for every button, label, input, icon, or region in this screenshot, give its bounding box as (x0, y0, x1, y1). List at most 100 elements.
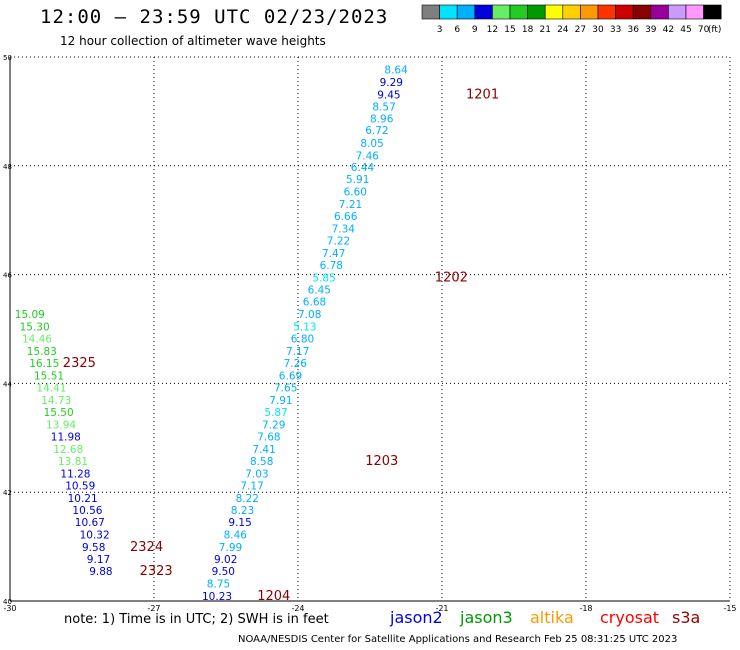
footer-note: note: 1) Time is in UTC; 2) SWH is in fe… (64, 612, 329, 627)
legend-cryosat: cryosat (600, 608, 660, 627)
time-label: 1202 (435, 271, 468, 286)
x-tick-label: -15 (723, 604, 736, 613)
wave-height-label: 16.15 (29, 358, 59, 370)
time-label: 1203 (365, 454, 398, 469)
wave-height-label: 7.68 (257, 432, 280, 444)
time-label: 1201 (466, 87, 499, 102)
y-tick-label: 46 (3, 272, 12, 280)
color-scale-label: 12 (487, 25, 498, 35)
wave-height-label: 8.96 (370, 113, 394, 125)
wave-height-label: 9.15 (228, 517, 251, 529)
wave-height-label: 8.57 (372, 101, 395, 113)
y-tick-label: 40 (3, 598, 12, 606)
wave-height-label: 7.65 (274, 383, 297, 395)
wave-height-label: 7.17 (286, 346, 309, 358)
wave-height-label: 7.91 (269, 395, 292, 407)
wave-height-label: 11.98 (51, 432, 81, 444)
color-scale-label: 18 (522, 25, 534, 35)
wave-height-label: 7.34 (332, 224, 356, 236)
wave-height-label: 13.94 (46, 420, 76, 432)
wave-height-label: 6.72 (365, 125, 388, 137)
wave-height-label: 5.87 (264, 407, 287, 419)
wave-height-label: 10.21 (68, 493, 98, 505)
x-tick-label: -27 (147, 604, 160, 613)
wave-height-label: 8.46 (224, 529, 248, 541)
wave-height-label: 9.29 (380, 77, 403, 89)
wave-height-label: 10.32 (80, 529, 110, 541)
wave-height-label: 15.09 (15, 309, 45, 321)
color-scale-legend: 3 6 9 12 15 18 21 24 27 30 33 36 39 42 45 70(ft) (421, 4, 722, 35)
y-tick-label: 50 (3, 54, 12, 62)
time-label: 2324 (130, 540, 163, 555)
wave-height-label: 15.83 (27, 346, 57, 358)
legend-jason2: jason2 (390, 608, 443, 627)
wave-height-label: 7.41 (252, 444, 275, 456)
wave-height-label: 6.44 (351, 162, 375, 174)
legend-altika: altika (530, 608, 574, 627)
wave-height-label: 5.85 (312, 273, 335, 285)
wave-height-label: 7.03 (245, 469, 268, 481)
color-scale-label: 39 (645, 25, 657, 35)
wave-height-label: 6.68 (303, 297, 326, 309)
wave-height-label: 13.81 (58, 456, 88, 468)
wave-height-label: 10.56 (72, 505, 102, 517)
color-scale-label: 33 (610, 25, 621, 35)
color-scale-label: 9 (472, 25, 478, 35)
wave-height-label: 14.46 (22, 334, 52, 346)
wave-height-label: 6.69 (279, 371, 302, 383)
color-scale-label: 42 (663, 25, 674, 35)
wave-height-label: 7.17 (240, 480, 263, 492)
wave-height-label: 10.23 (202, 591, 232, 603)
x-tick-label: -30 (3, 604, 16, 613)
wave-height-label: 8.64 (384, 64, 408, 76)
x-tick-label: -21 (435, 604, 448, 613)
y-tick-label: 44 (3, 380, 12, 388)
wave-height-label: 6.66 (334, 211, 358, 223)
wave-height-label: 12.68 (53, 444, 83, 456)
time-label: 2325 (63, 356, 96, 371)
wave-height-label: 10.67 (75, 517, 105, 529)
y-tick-label: 42 (3, 489, 12, 497)
wave-height-label: 6.80 (291, 334, 314, 346)
wave-height-label: 7.46 (356, 150, 380, 162)
wave-height-label: 9.50 (212, 566, 235, 578)
wave-height-label: 8.22 (236, 493, 259, 505)
wave-height-label: 14.73 (41, 395, 71, 407)
wave-height-label: 9.58 (82, 542, 105, 554)
wave-height-label: 8.58 (250, 456, 273, 468)
legend-s3a: s3a (672, 608, 701, 627)
wave-height-label: 14.41 (36, 383, 66, 395)
wave-height-label: 5.91 (346, 174, 369, 186)
wave-height-label: 7.99 (219, 542, 242, 554)
color-scale-label: 30 (592, 25, 604, 35)
color-scale-label: 15 (504, 25, 515, 35)
wave-height-label: 11.28 (60, 469, 90, 481)
footer-credit: NOAA/NESDIS Center for Satellite Applica… (238, 634, 678, 645)
color-scale-unit: (ft) (708, 25, 722, 35)
wave-height-label: 7.08 (298, 309, 321, 321)
color-scale-label: 3 (437, 25, 443, 35)
color-scale-label: 36 (627, 25, 639, 35)
wave-height-label: 5.13 (293, 322, 316, 334)
x-tick-label: -18 (579, 604, 592, 613)
wave-height-label: 7.26 (284, 358, 308, 370)
wave-height-label: 9.02 (214, 554, 237, 566)
y-tick-label: 48 (3, 163, 12, 171)
wave-height-label: 7.21 (339, 199, 362, 211)
wave-height-label: 15.51 (34, 371, 64, 383)
wave-height-label: 15.30 (20, 322, 50, 334)
wave-height-label: 7.22 (327, 236, 350, 248)
color-scale-label: 45 (680, 25, 691, 35)
wave-height-label: 8.05 (360, 138, 383, 150)
wave-height-label: 7.47 (322, 248, 345, 260)
wave-height-label: 9.17 (87, 554, 110, 566)
wave-height-label: 6.45 (308, 285, 331, 297)
color-scale-label: 24 (557, 25, 569, 35)
wave-height-label: 15.50 (44, 407, 74, 419)
color-scale-label: 6 (454, 25, 460, 35)
time-label: 2323 (140, 564, 173, 579)
wave-height-label: 10.59 (65, 480, 95, 492)
color-scale-label: 27 (575, 25, 586, 35)
time-label: 1204 (257, 589, 290, 604)
